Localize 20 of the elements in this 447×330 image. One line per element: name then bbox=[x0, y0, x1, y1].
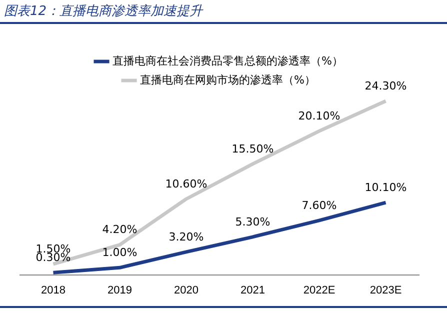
x-tick-label: 2020 bbox=[174, 284, 198, 296]
data-label: 0.30% bbox=[36, 251, 71, 264]
data-label: 10.60% bbox=[165, 177, 208, 190]
x-tick-label: 2022E bbox=[303, 284, 336, 296]
x-tick-label: 2021 bbox=[240, 284, 265, 296]
data-label: 5.30% bbox=[235, 215, 270, 228]
data-label: 1.00% bbox=[102, 246, 138, 260]
data-label: 10.10% bbox=[364, 180, 407, 194]
x-tick-label: 2019 bbox=[108, 284, 132, 296]
data-label: 4.20% bbox=[102, 223, 138, 236]
data-label: 7.60% bbox=[302, 198, 337, 212]
x-tick-label: 2023E bbox=[370, 284, 402, 296]
data-label: 24.30% bbox=[364, 79, 407, 92]
legend-label: 直播电商在网购市场的渗透率（%） bbox=[140, 73, 316, 86]
data-label: 3.20% bbox=[168, 230, 204, 244]
legend-label: 直播电商在社会消费品零售总额的渗透率（%） bbox=[112, 54, 343, 68]
data-label: 20.10% bbox=[298, 109, 340, 122]
data-label: 15.50% bbox=[232, 142, 274, 156]
chart-title: 图表12：直播电商渗透率加速提升 bbox=[4, 3, 203, 20]
x-tick-label: 2018 bbox=[41, 284, 66, 296]
